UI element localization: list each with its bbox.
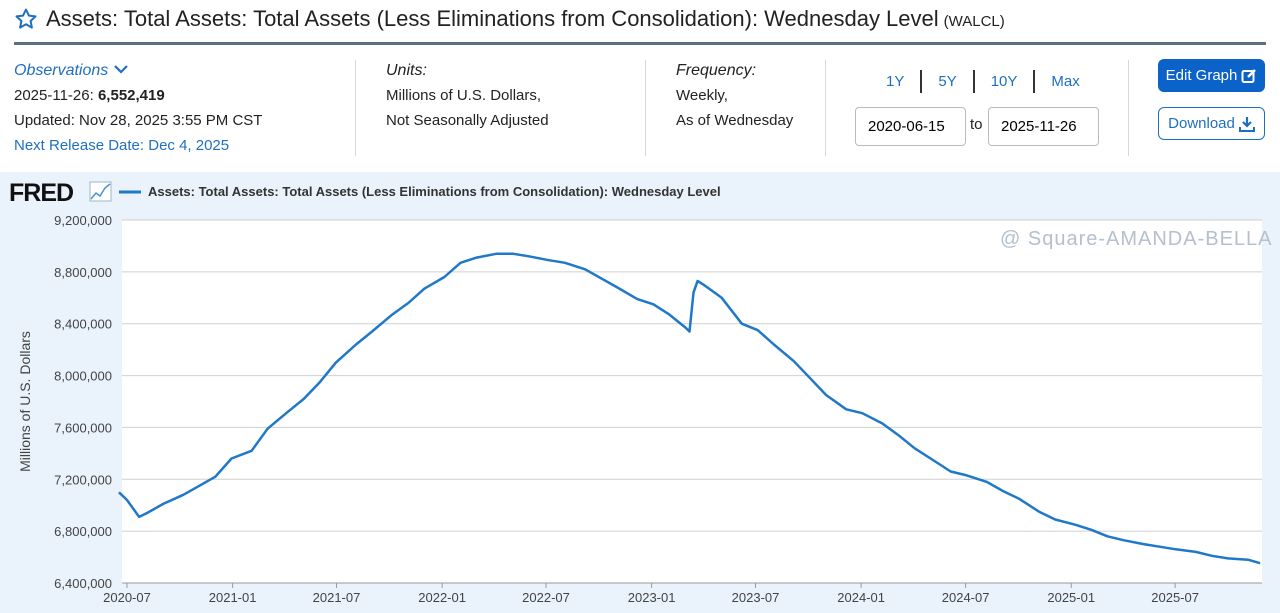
x-tick-label: 2022-07 <box>522 590 570 605</box>
units-panel: Units: Millions of U.S. Dollars, Not Sea… <box>386 58 549 133</box>
fred-logo-chart-icon-line <box>90 183 111 200</box>
y-tick-label: 7,600,000 <box>54 420 112 435</box>
range-5y-button[interactable]: 5Y <box>922 70 975 93</box>
fred-logo: FRED <box>9 179 73 207</box>
x-tick-label: 2022-01 <box>418 590 466 605</box>
end-date-input[interactable] <box>988 107 1099 146</box>
divider <box>1128 60 1129 156</box>
x-tick-label: 2023-01 <box>628 590 676 605</box>
y-tick-label: 6,800,000 <box>54 524 112 539</box>
edit-graph-button[interactable]: Edit Graph <box>1158 59 1265 92</box>
x-tick-label: 2025-01 <box>1047 590 1095 605</box>
x-tick-label: 2020-07 <box>103 590 151 605</box>
chevron-down-icon <box>113 65 128 74</box>
x-tick-label: 2024-01 <box>837 590 885 605</box>
star-icon[interactable] <box>14 7 38 31</box>
observations-label: Observations <box>14 62 109 79</box>
title-divider <box>14 42 1266 45</box>
divider <box>645 60 646 156</box>
x-tick-label: 2025-07 <box>1151 590 1199 605</box>
page-title: Assets: Total Assets: Total Assets (Less… <box>14 6 1005 32</box>
y-tick-label: 8,400,000 <box>54 317 112 332</box>
edit-icon <box>1241 68 1257 83</box>
observation-date: 2025-11-26: <box>14 87 94 104</box>
observations-panel: Observations 2025-11-26: 6,552,419 Updat… <box>14 58 262 158</box>
units-line1: Millions of U.S. Dollars, <box>386 87 542 104</box>
range-max-button[interactable]: Max <box>1051 73 1080 90</box>
next-release-link[interactable]: Next Release Date: Dec 4, 2025 <box>14 137 230 154</box>
download-button[interactable]: Download <box>1158 107 1265 140</box>
start-date-input[interactable] <box>855 107 966 146</box>
updated-text: Updated: Nov 28, 2025 3:55 PM CST <box>14 112 263 129</box>
frequency-panel: Frequency: Weekly, As of Wednesday <box>676 58 793 133</box>
legend-label: Assets: Total Assets: Total Assets (Less… <box>148 184 721 199</box>
download-label: Download <box>1168 115 1235 132</box>
divider <box>825 60 826 156</box>
observation-value: 6,552,419 <box>97 87 165 104</box>
units-line2: Not Seasonally Adjusted <box>386 112 549 129</box>
y-tick-label: 7,200,000 <box>54 472 112 487</box>
x-tick-label: 2024-07 <box>942 590 990 605</box>
y-tick-label: 8,000,000 <box>54 369 112 384</box>
watermark: @ Square-AMANDA-BELLA <box>1000 228 1273 250</box>
divider <box>355 60 356 156</box>
range-10y-button[interactable]: 10Y <box>975 70 1036 93</box>
edit-graph-label: Edit Graph <box>1165 67 1238 84</box>
units-label: Units: <box>386 62 427 79</box>
y-axis-title: Millions of U.S. Dollars <box>17 331 33 472</box>
observations-toggle[interactable]: Observations <box>14 58 262 83</box>
series-id: (WALCL) <box>943 12 1005 30</box>
y-tick-label: 6,400,000 <box>54 576 112 591</box>
y-tick-label: 8,800,000 <box>54 265 112 280</box>
x-tick-label: 2021-01 <box>209 590 257 605</box>
plot-area <box>122 220 1262 583</box>
frequency-line1: Weekly, <box>676 87 728 104</box>
frequency-line2: As of Wednesday <box>676 112 794 129</box>
to-label: to <box>970 116 983 133</box>
range-1y-button[interactable]: 1Y <box>870 70 923 93</box>
range-buttons: 1Y 5Y 10Y Max <box>870 70 1096 93</box>
x-tick-label: 2021-07 <box>313 590 361 605</box>
x-tick-label: 2023-07 <box>732 590 780 605</box>
series-title: Assets: Total Assets: Total Assets (Less… <box>46 6 939 31</box>
download-icon <box>1238 116 1255 132</box>
y-tick-label: 9,200,000 <box>54 213 112 228</box>
frequency-label: Frequency: <box>676 62 757 79</box>
